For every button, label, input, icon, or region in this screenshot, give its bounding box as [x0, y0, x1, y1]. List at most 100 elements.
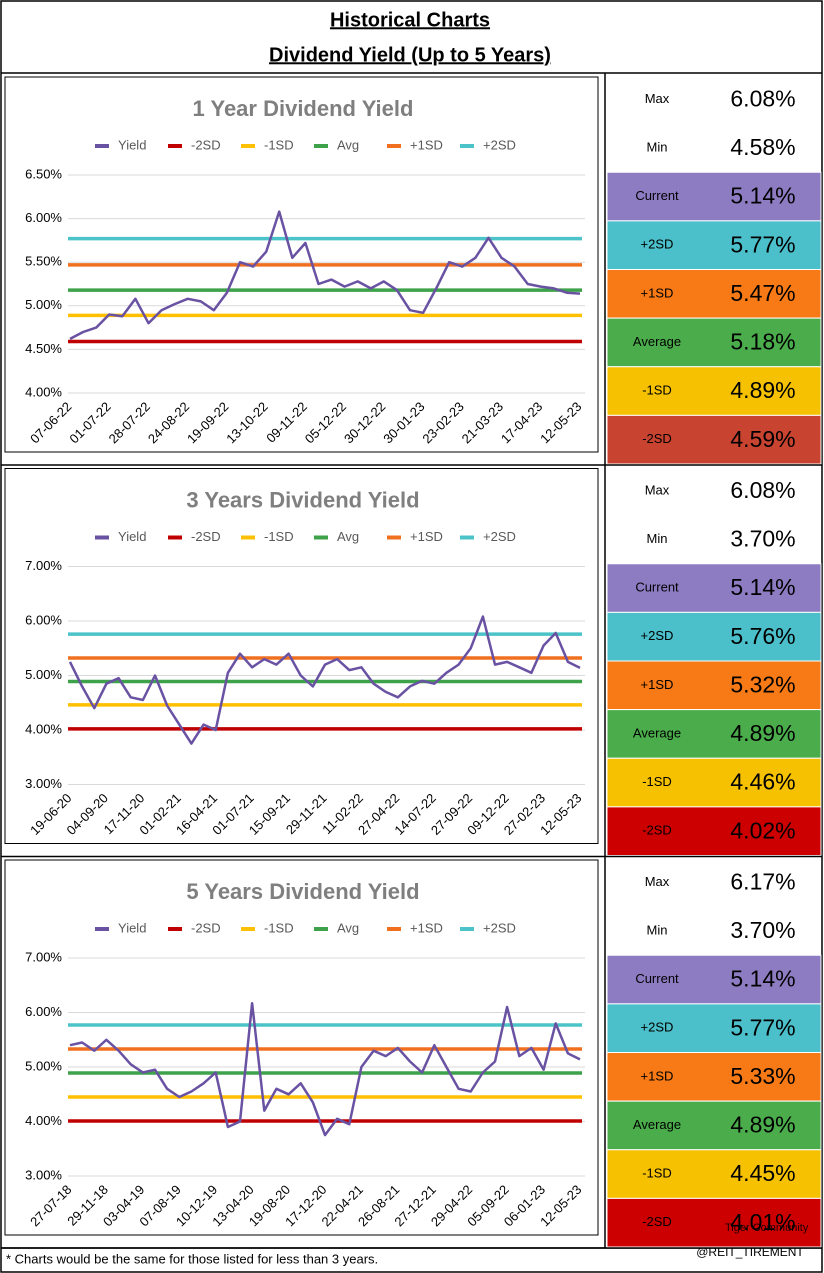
stat-value: 4.89% [730, 377, 795, 403]
y-tick-label: 4.50% [25, 341, 62, 356]
y-tick-label: 5.00% [25, 297, 62, 312]
y-tick-label: 4.00% [25, 1113, 62, 1128]
stat-cell [606, 563, 822, 613]
stat-name: -1SD [642, 1166, 672, 1181]
stat-cell [606, 757, 822, 808]
legend-label: -2SD [191, 529, 221, 544]
stat-value: 4.89% [730, 720, 795, 746]
legend-label: Yield [118, 920, 146, 935]
stat-value: 4.46% [730, 769, 795, 795]
stat-name: Max [645, 874, 670, 889]
stat-name: -2SD [642, 823, 672, 838]
stat-name: -1SD [642, 774, 672, 789]
stat-name: +2SD [641, 1020, 674, 1035]
stat-cell [606, 269, 822, 319]
stat-value: 5.14% [730, 183, 795, 209]
legend-label: +2SD [483, 529, 516, 544]
y-tick-label: 6.00% [25, 210, 62, 225]
page-subtitle: Dividend Yield (Up to 5 Years) [269, 44, 551, 66]
stat-cell [606, 1052, 822, 1102]
yield-line [69, 1001, 581, 1137]
stat-value: 5.33% [730, 1063, 795, 1089]
stat-value: 5.77% [730, 231, 795, 257]
legend-label: Yield [118, 137, 146, 152]
stat-cell [606, 414, 822, 465]
stat-cell [607, 466, 821, 516]
stat-value: 3.70% [730, 526, 795, 552]
chart-title: 5 Years Dividend Yield [186, 879, 419, 904]
stat-cell [607, 123, 821, 173]
legend-label: +1SD [410, 920, 443, 935]
stat-name: Min [647, 531, 668, 546]
stat-cell [606, 1003, 822, 1053]
legend-label: Avg [337, 920, 359, 935]
stat-name: +2SD [641, 628, 674, 643]
stat-name: Average [633, 334, 681, 349]
legend-label: -2SD [191, 920, 221, 935]
charts: 1 Year Dividend Yield 4.00% 4.50% 5.00% 5.50… [1, 75, 822, 1249]
stat-value: 4.45% [730, 1160, 795, 1186]
stat-value: 6.08% [730, 85, 795, 111]
watermark: @REIT_TIREMENT [696, 1245, 804, 1259]
legend-label: Yield [118, 529, 146, 544]
legend-label: -1SD [264, 529, 294, 544]
y-tick-label: 3.00% [25, 1167, 62, 1182]
stat-name: Average [633, 725, 681, 740]
legend-label: -1SD [264, 920, 294, 935]
stat-value: 5.14% [730, 966, 795, 992]
stat-cell [607, 75, 821, 124]
y-tick-label: 3.00% [25, 776, 62, 791]
y-tick-label: 4.00% [25, 721, 62, 736]
stat-cell [606, 171, 822, 222]
stat-cell [606, 220, 822, 270]
y-tick-label: 5.00% [25, 667, 62, 682]
stat-cell [607, 906, 821, 956]
stat-cell [606, 1149, 822, 1199]
stat-name: -1SD [642, 383, 672, 398]
stat-name: Min [647, 139, 668, 154]
stat-value: 5.14% [730, 574, 795, 600]
stat-value: 4.02% [730, 817, 795, 843]
stat-name: +1SD [641, 677, 674, 692]
stat-name: Min [647, 922, 668, 937]
stat-name: Max [645, 91, 670, 106]
y-tick-label: 7.00% [25, 558, 62, 573]
chart-title: 1 Year Dividend Yield [193, 96, 414, 121]
stat-value: 3.70% [730, 917, 795, 943]
stat-name: +1SD [641, 285, 674, 300]
y-tick-label: 6.00% [25, 612, 62, 627]
stat-name: Max [645, 482, 670, 497]
stat-name: -2SD [642, 1214, 672, 1229]
legend-label: +2SD [483, 920, 516, 935]
stat-value: 4.59% [730, 426, 795, 452]
y-tick-label: 5.00% [25, 1058, 62, 1073]
legend-label: +1SD [410, 529, 443, 544]
stat-value: 5.32% [730, 671, 795, 697]
stat-name: Current [635, 971, 679, 986]
legend-label: +2SD [483, 137, 516, 152]
stat-value: 6.08% [730, 477, 795, 503]
stat-cell [606, 954, 822, 1005]
y-tick-label: 6.50% [25, 166, 62, 181]
stat-value: 5.77% [730, 1014, 795, 1040]
stat-value: 4.01% [730, 1209, 795, 1235]
stat-cell [606, 611, 822, 662]
stat-name: Average [633, 1117, 681, 1132]
y-tick-label: 7.00% [25, 949, 62, 964]
y-tick-label: 6.00% [25, 1004, 62, 1019]
legend-label: -1SD [264, 137, 294, 152]
legend-label: Avg [337, 529, 359, 544]
legend-label: Avg [337, 137, 359, 152]
stat-name: Current [635, 188, 679, 203]
page-title: Historical Charts [330, 9, 490, 31]
y-tick-label: 4.00% [25, 384, 62, 399]
watermark: Tiger Community [725, 1222, 809, 1234]
stat-name: -2SD [642, 431, 672, 446]
stat-cell [606, 806, 822, 856]
y-tick-label: 5.50% [25, 254, 62, 269]
stat-value: 5.76% [730, 623, 795, 649]
stat-name: +2SD [641, 237, 674, 252]
stat-cell [607, 515, 821, 564]
legend-label: -2SD [191, 137, 221, 152]
